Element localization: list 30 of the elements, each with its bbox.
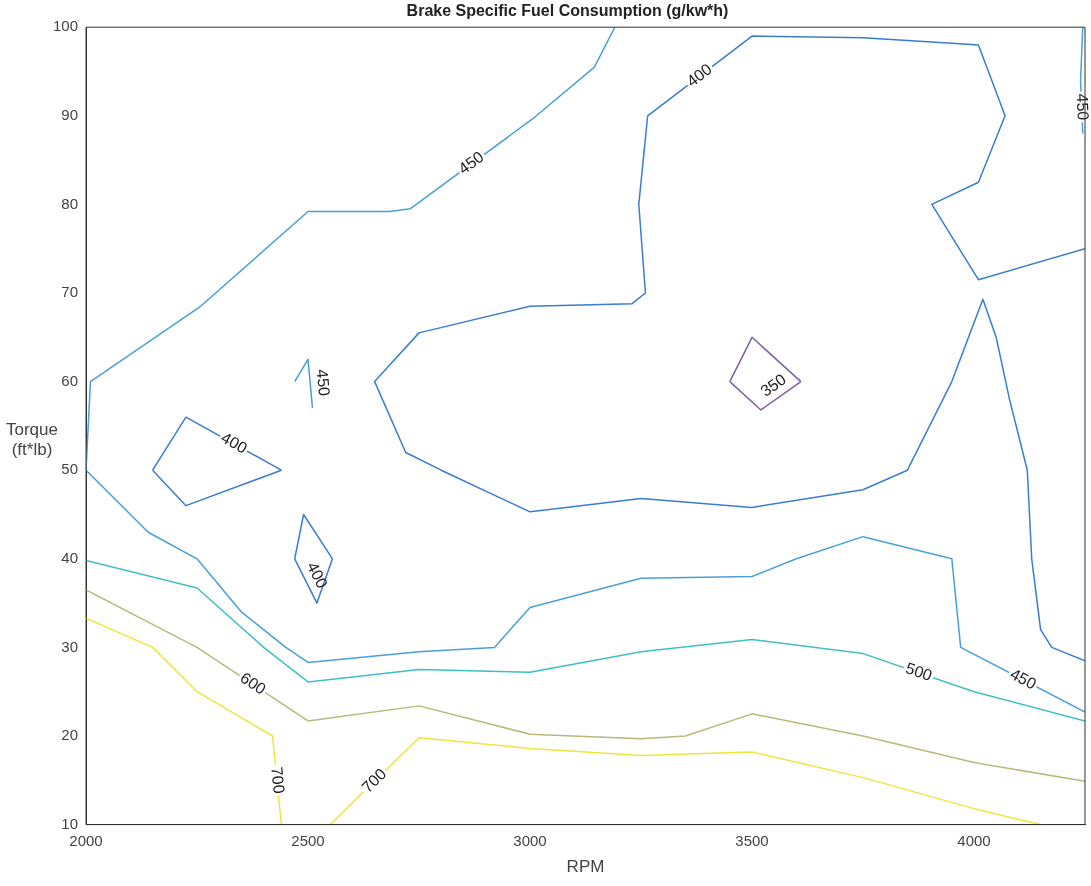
y-tick-label: 100 [53,17,79,35]
y-tick-label: 30 [61,637,79,655]
x-tick-label: 2000 [69,831,103,849]
text: 400 [218,428,251,457]
text: 600 [237,668,270,698]
text: 700 [358,764,390,796]
x-tick-label: 3000 [513,831,547,849]
x-axis-title: RPM [566,857,605,877]
y-axis-title: Torque (ft*lb) [6,420,58,461]
text: 450 [455,147,487,178]
text: 350 [757,370,790,400]
text: 450 [1007,665,1040,693]
y-tick-label: 80 [61,194,79,212]
text: 400 [303,559,332,591]
y-tick-label: 50 [61,460,79,478]
x-tick-label: 3500 [735,831,769,849]
x-tick-label: 4000 [957,831,991,849]
text: 450 [313,368,333,397]
text: 450 [1073,93,1091,121]
y-tick-label: 40 [61,548,79,566]
y-tick-label: 90 [61,105,79,123]
y-tick-label: 20 [61,726,79,744]
y-tick-label: 70 [61,283,79,301]
y-tick-label: 10 [61,814,79,832]
text: 700 [268,766,288,795]
y-tick-label: 60 [61,371,79,389]
chart-title: Brake Specific Fuel Consumption (g/kw*h) [406,2,729,20]
text: 500 [903,659,935,685]
x-tick-label: 2500 [291,831,325,849]
text: 400 [683,60,716,90]
